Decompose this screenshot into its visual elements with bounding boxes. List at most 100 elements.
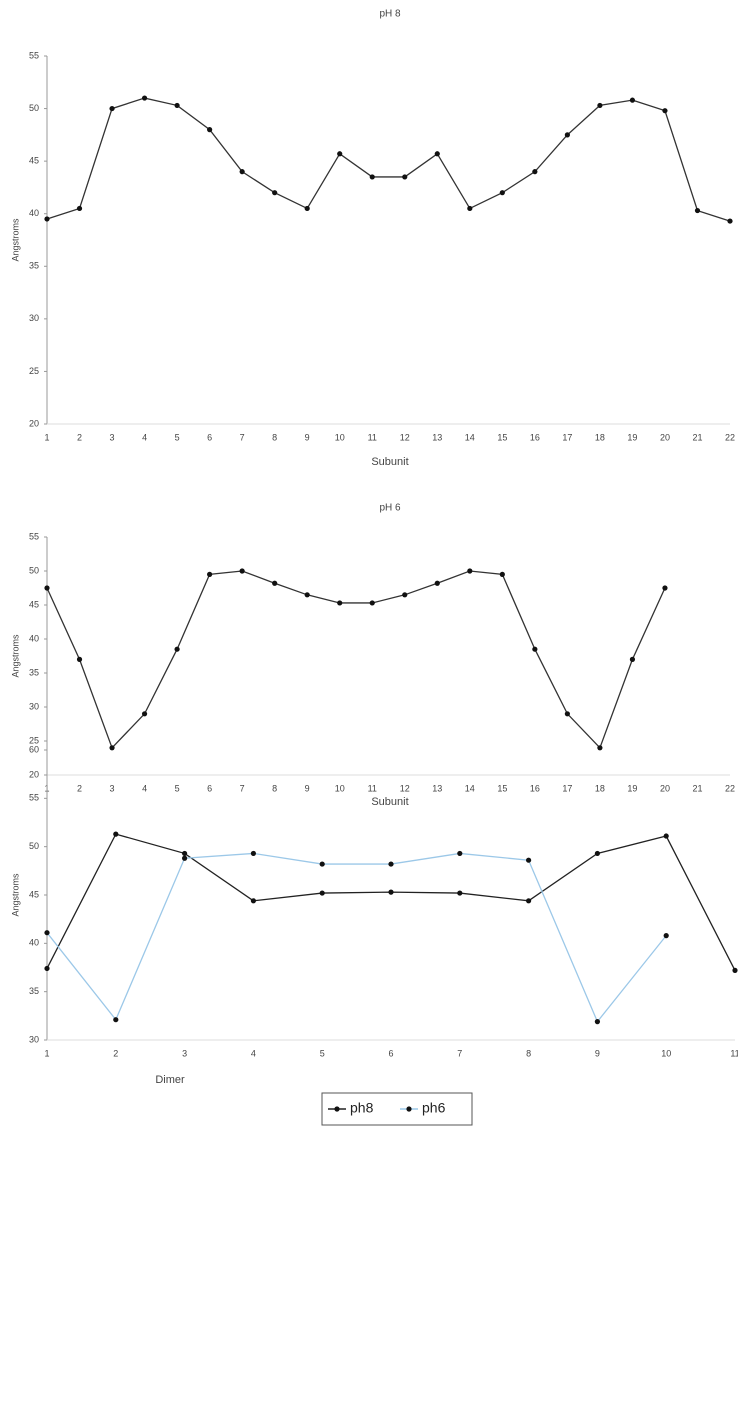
y-tick-label: 45: [29, 156, 39, 166]
data-point: [369, 174, 375, 180]
data-point: [207, 571, 213, 578]
series-line: [46, 852, 667, 1023]
data-point: [174, 646, 180, 652]
data-point: [564, 711, 570, 717]
data-point: [109, 745, 115, 751]
data-point: [250, 850, 256, 857]
data-point: [434, 151, 440, 157]
data-point: [597, 102, 603, 109]
data-point: [532, 646, 538, 652]
x-tick-label: 2: [113, 1048, 118, 1058]
data-point: [337, 600, 343, 606]
data-point: [239, 568, 245, 574]
x-tick-label: 13: [432, 432, 442, 442]
x-tick-label: 12: [400, 783, 410, 793]
x-tick-label: 19: [627, 783, 637, 793]
data-point: [76, 656, 83, 663]
x-tick-label: 12: [400, 432, 410, 442]
y-tick-label: 35: [29, 261, 39, 271]
data-point: [457, 890, 463, 896]
data-point: [174, 102, 180, 109]
y-tick-label: 55: [29, 793, 39, 803]
x-tick-label: 3: [110, 432, 115, 442]
data-point: [109, 105, 115, 112]
y-axis-title: Angstroms: [10, 218, 20, 262]
data-point: [663, 833, 669, 839]
y-tick-label: 25: [29, 366, 39, 376]
x-tick-label: 9: [305, 432, 310, 442]
x-tick-label: 15: [497, 432, 507, 442]
y-tick-label: 45: [29, 599, 39, 609]
x-tick-label: 1: [44, 432, 49, 442]
y-axis-title: Angstroms: [10, 873, 20, 917]
x-tick-label: 11: [730, 1048, 738, 1058]
x-tick-label: 19: [627, 432, 637, 442]
x-tick-label: 10: [335, 432, 345, 442]
series-line: [46, 570, 666, 750]
x-tick-label: 9: [305, 783, 310, 793]
data-point: [272, 190, 278, 196]
x-tick-label: 8: [272, 783, 277, 793]
y-tick-label: 60: [29, 744, 39, 754]
x-tick-label: 17: [562, 432, 572, 442]
x-tick-label: 2: [77, 783, 82, 793]
x-tick-label: 10: [661, 1048, 671, 1058]
legend-box: [321, 1092, 473, 1126]
data-point: [526, 857, 532, 863]
x-tick-label: 21: [692, 432, 702, 442]
data-point: [402, 592, 408, 598]
legend-label: ph6: [422, 1100, 446, 1116]
x-tick-label: 3: [110, 783, 115, 793]
x-tick-label: 3: [182, 1048, 187, 1058]
x-tick-label: 8: [526, 1048, 531, 1058]
data-point: [388, 861, 394, 867]
y-tick-label: 30: [29, 313, 39, 323]
data-point: [499, 190, 505, 196]
x-tick-label: 5: [175, 432, 180, 442]
x-tick-label: 16: [530, 432, 540, 442]
data-point: [113, 1017, 119, 1023]
x-tick-label: 16: [530, 783, 540, 793]
x-tick-label: 4: [142, 783, 147, 793]
data-point: [662, 585, 668, 591]
data-point: [141, 95, 148, 101]
data-point: [402, 174, 408, 180]
data-point: [304, 592, 310, 598]
x-tick-label: 7: [240, 432, 245, 442]
y-axis-title: Angstroms: [10, 634, 20, 678]
chart-title: pH 8: [379, 9, 401, 20]
y-tick-label: 35: [29, 667, 39, 677]
data-point: [304, 205, 310, 212]
y-tick-label: 20: [29, 769, 39, 779]
x-tick-label: 6: [388, 1048, 393, 1058]
legend-marker: [334, 1106, 340, 1112]
x-tick-label: 14: [465, 783, 475, 793]
x-tick-label: 2: [77, 432, 82, 442]
y-tick-label: 55: [29, 531, 39, 541]
data-point: [207, 127, 213, 133]
data-point: [141, 711, 148, 717]
x-axis-title: Dimer: [155, 1074, 185, 1086]
x-axis-title: Subunit: [371, 796, 408, 808]
x-tick-label: 8: [272, 432, 277, 442]
y-tick-label: 50: [29, 565, 39, 575]
data-point: [182, 850, 188, 857]
x-tick-label: 22: [725, 432, 735, 442]
y-tick-label: 35: [29, 986, 39, 996]
x-tick-label: 20: [660, 783, 670, 793]
x-axis-title: Subunit: [371, 456, 408, 468]
x-tick-label: 9: [595, 1048, 600, 1058]
data-point: [434, 580, 440, 586]
x-tick-label: 14: [465, 432, 475, 442]
data-point: [694, 207, 701, 214]
y-tick-label: 25: [29, 735, 39, 745]
data-point: [369, 600, 375, 606]
data-point: [272, 580, 278, 586]
x-tick-label: 22: [725, 783, 735, 793]
data-point: [499, 571, 505, 578]
x-tick-label: 11: [368, 432, 377, 442]
x-tick-label: 7: [457, 1048, 462, 1058]
x-tick-label: 5: [175, 783, 180, 793]
x-tick-label: 6: [207, 783, 212, 793]
